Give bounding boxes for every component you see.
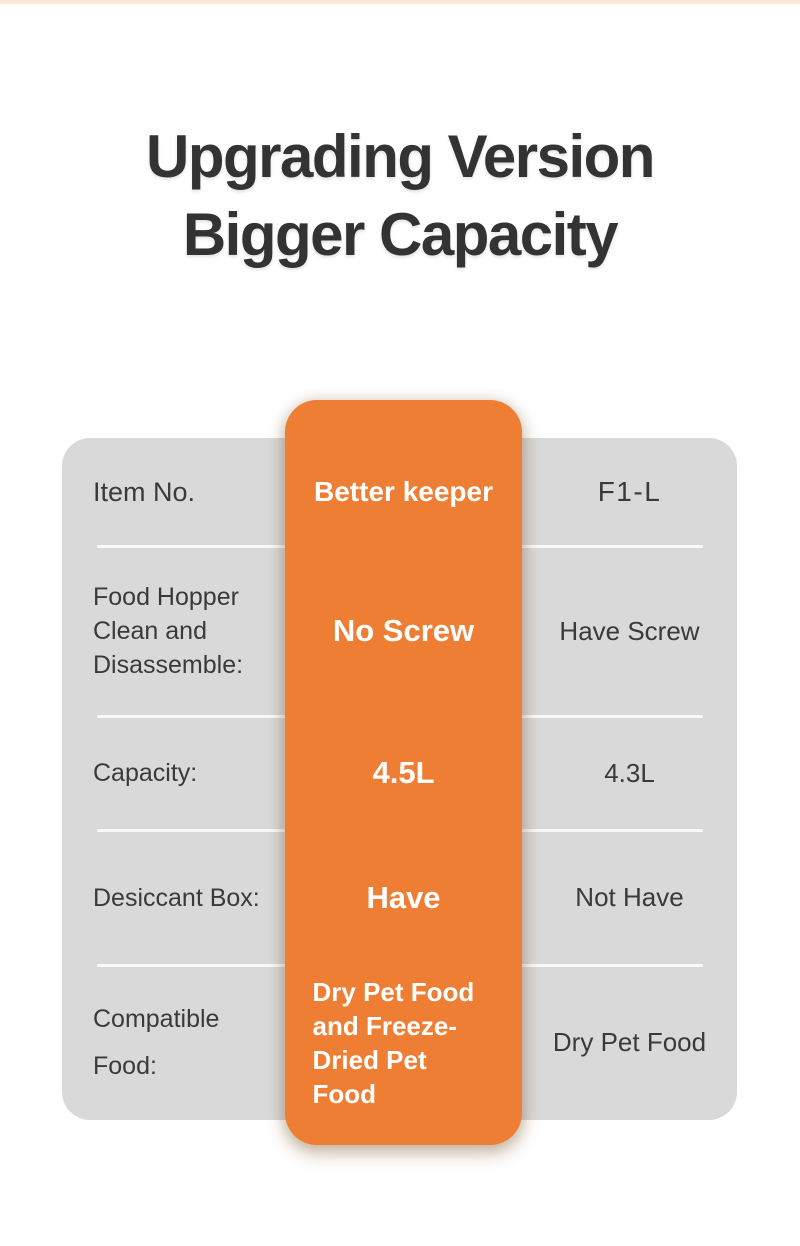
- table-row-capacity: Capacity: 4.3L: [62, 716, 737, 830]
- feature-label-capacity: Capacity:: [62, 716, 285, 830]
- competitor-value-desiccant: Not Have: [575, 882, 684, 912]
- feature-label-desiccant: Desiccant Box:: [62, 830, 285, 965]
- product-value-food: Dry Pet Food and Freeze-Dried Pet Food: [285, 965, 522, 1120]
- product-value-food-text: Dry Pet Food and Freeze-Dried Pet Food: [312, 976, 475, 1109]
- table-row-food: Compatible Food: Dry Pet Food: [62, 965, 737, 1120]
- title-line-1: Upgrading Version: [146, 123, 655, 190]
- feature-label-text: Compatible Food:: [93, 1004, 220, 1080]
- top-banner-strip: [0, 0, 800, 4]
- title-line-2: Bigger Capacity: [182, 201, 619, 268]
- section-title: Upgrading Version Bigger Capacity: [0, 118, 800, 274]
- competitor-value-hopper: Have Screw: [559, 615, 700, 646]
- feature-label-text: Capacity:: [93, 759, 198, 787]
- feature-label-item-no: Item No.: [62, 438, 285, 546]
- product-value-capacity: 4.5L: [372, 755, 435, 790]
- product-value-hopper: No Screw: [332, 613, 475, 648]
- highlight-column: Better keeper No Screw 4.5L Have Dry Pet…: [285, 400, 522, 1145]
- feature-label-food: Compatible Food:: [62, 965, 285, 1120]
- competitor-value-food: Dry Pet Food: [552, 1027, 707, 1057]
- competitor-name: F1-L: [597, 476, 662, 507]
- comparison-table: Item No. F1-L Food Hopper Clean and Disa…: [62, 400, 737, 1145]
- table-row-desiccant: Desiccant Box: Not Have: [62, 830, 737, 965]
- competitor-value-capacity: 4.3L: [604, 757, 655, 788]
- product-value-desiccant: Have: [366, 879, 441, 915]
- feature-label-text: Food Hopper Clean and Disassemble:: [93, 583, 244, 679]
- product-name: Better keeper: [314, 476, 493, 507]
- table-row-header: Item No. F1-L: [62, 438, 737, 546]
- table-row-hopper: Food Hopper Clean and Disassemble: Have …: [62, 546, 737, 716]
- feature-label-hopper: Food Hopper Clean and Disassemble:: [62, 546, 285, 716]
- feature-label-text: Desiccant Box:: [93, 883, 260, 912]
- feature-label-text: Item No.: [93, 477, 196, 507]
